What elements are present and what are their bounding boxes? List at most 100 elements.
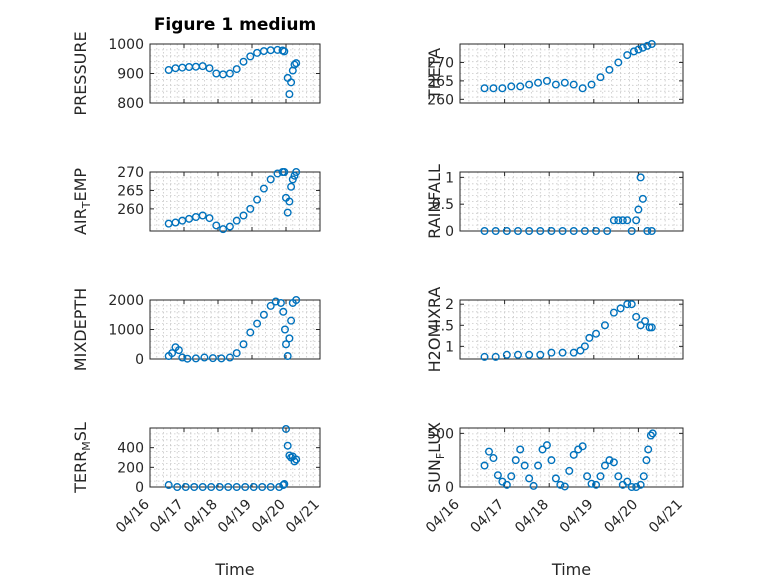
data-point [634, 45, 643, 54]
data-point [271, 297, 280, 306]
data-point [538, 445, 547, 454]
x-tick-label: 04/16 [423, 496, 463, 536]
y-axis-label: PRESSURE [71, 31, 90, 115]
data-point [208, 354, 217, 363]
data-point [207, 483, 216, 492]
data-point [171, 64, 180, 73]
data-point [580, 342, 589, 351]
data-point [587, 80, 596, 89]
data-point [232, 216, 241, 225]
data-point [644, 445, 653, 454]
data-point [534, 78, 543, 87]
data-point [547, 456, 556, 465]
data-point [600, 461, 609, 470]
data-point [632, 483, 641, 492]
data-point [205, 214, 214, 223]
data-point [292, 455, 301, 464]
data-point [191, 212, 200, 221]
data-point [556, 480, 565, 489]
data-point [246, 204, 255, 213]
data-point [513, 226, 522, 235]
y-tick-label: 270 [117, 165, 144, 181]
y-tick-label: 0.5 [432, 197, 454, 213]
data-point [592, 329, 601, 338]
data-point [634, 205, 643, 214]
data-point [480, 84, 489, 93]
data-point [285, 197, 294, 206]
data-point [536, 226, 545, 235]
data-point [253, 195, 262, 204]
data-point [647, 226, 656, 235]
y-axis-label: SUNFLUX [425, 422, 447, 493]
data-point [639, 472, 648, 481]
data-point [493, 471, 502, 480]
x-axis-label: Time [551, 560, 591, 579]
data-point [491, 226, 500, 235]
data-point [489, 84, 498, 93]
data-point [283, 352, 292, 361]
data-point [623, 300, 632, 309]
data-point [178, 216, 187, 225]
data-point [259, 47, 268, 56]
data-point [225, 222, 234, 231]
data-point [578, 442, 587, 451]
y-tick-label: 270 [427, 55, 454, 71]
data-point [498, 84, 507, 93]
data-point [542, 76, 551, 85]
data-point [560, 78, 569, 87]
data-point [502, 226, 511, 235]
data-point [232, 349, 241, 358]
x-tick-label: 04/17 [147, 497, 187, 537]
y-tick-label: 900 [117, 67, 144, 83]
data-point [174, 346, 183, 355]
data-point [287, 78, 296, 87]
data-point [529, 481, 538, 490]
data-point [173, 483, 182, 492]
data-point [290, 60, 299, 69]
data-point [282, 424, 291, 433]
data-point [283, 208, 292, 217]
data-point [551, 80, 560, 89]
data-point [280, 167, 289, 176]
x-tick-label: 04/20 [601, 497, 641, 537]
data-point [249, 483, 258, 492]
data-point [285, 334, 294, 343]
data-point [646, 431, 655, 440]
data-point [643, 41, 652, 50]
data-point [603, 226, 612, 235]
y-tick-label: 1000 [108, 323, 144, 339]
y-tick-label: 400 [117, 441, 144, 457]
y-tick-label: 1.5 [432, 318, 454, 334]
data-point [623, 216, 632, 225]
data-point [636, 173, 645, 182]
data-point [623, 51, 632, 60]
data-point [580, 226, 589, 235]
data-point [292, 167, 301, 176]
y-axis-label: MIXDEPTH [71, 288, 90, 371]
data-point [168, 349, 177, 358]
data-point [191, 62, 200, 71]
x-tick-label: 04/19 [557, 497, 597, 537]
data-point [507, 472, 516, 481]
data-point [239, 57, 248, 66]
data-point [647, 40, 656, 49]
data-point [629, 47, 638, 56]
y-tick-label: 2 [445, 297, 454, 313]
data-point [164, 481, 173, 490]
data-point [280, 480, 289, 489]
data-point [502, 350, 511, 359]
data-point [520, 461, 529, 470]
data-point [246, 52, 255, 61]
data-point [484, 447, 493, 456]
data-point [279, 307, 288, 316]
data-point [618, 216, 627, 225]
data-point [636, 321, 645, 330]
data-point [232, 65, 241, 74]
data-point [587, 479, 596, 488]
data-point [190, 483, 199, 492]
data-point [592, 480, 601, 489]
y-tick-label: 0 [135, 352, 144, 368]
